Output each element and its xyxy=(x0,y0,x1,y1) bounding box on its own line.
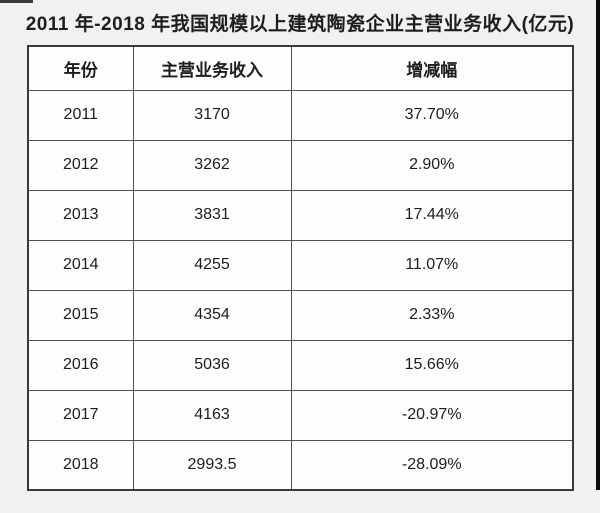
table-row: 2012 3262 2.90% xyxy=(27,139,574,191)
table-row: 2017 4163 -20.97% xyxy=(27,389,574,441)
header-year: 年份 xyxy=(27,45,134,91)
table-row: 2013 3831 17.44% xyxy=(27,189,574,241)
table-cell-year: 2012 xyxy=(27,139,134,191)
table-row: 2018 2993.5 -28.09% xyxy=(27,439,574,491)
table-cell-change: 11.07% xyxy=(290,239,574,291)
table-cell-revenue: 3831 xyxy=(132,189,292,241)
table-row: 2016 5036 15.66% xyxy=(27,339,574,391)
revenue-table: 年份 主营业务收入 增减幅 2011 3170 37.70% 2012 3262… xyxy=(27,45,574,491)
table-cell-year: 2018 xyxy=(27,439,134,491)
table-cell-revenue: 4354 xyxy=(132,289,292,341)
table-cell-revenue: 4163 xyxy=(132,389,292,441)
page-title: 2011 年-2018 年我国规模以上建筑陶瓷企业主营业务收入(亿元) xyxy=(25,14,575,35)
table-cell-year: 2015 xyxy=(27,289,134,341)
header-change: 增减幅 xyxy=(290,45,574,91)
table-cell-change: 15.66% xyxy=(290,339,574,391)
screenshot-artifact xyxy=(0,0,33,3)
table-cell-revenue: 4255 xyxy=(132,239,292,291)
table-cell-change: -28.09% xyxy=(290,439,574,491)
table-cell-year: 2017 xyxy=(27,389,134,441)
header-revenue: 主营业务收入 xyxy=(132,45,292,91)
table-cell-year: 2013 xyxy=(27,189,134,241)
table-header-row: 年份 主营业务收入 增减幅 xyxy=(27,45,574,91)
table-cell-year: 2011 xyxy=(27,89,134,141)
table-cell-revenue: 5036 xyxy=(132,339,292,391)
table-cell-revenue: 2993.5 xyxy=(132,439,292,491)
table-cell-change: -20.97% xyxy=(290,389,574,441)
page-edge-strip xyxy=(596,0,600,490)
table-cell-revenue: 3170 xyxy=(132,89,292,141)
table-cell-change: 17.44% xyxy=(290,189,574,241)
table-cell-year: 2014 xyxy=(27,239,134,291)
table-cell-change: 2.33% xyxy=(290,289,574,341)
table-cell-year: 2016 xyxy=(27,339,134,391)
table-cell-change: 37.70% xyxy=(290,89,574,141)
table-row: 2015 4354 2.33% xyxy=(27,289,574,341)
table-row: 2011 3170 37.70% xyxy=(27,89,574,141)
table-cell-revenue: 3262 xyxy=(132,139,292,191)
table-row: 2014 4255 11.07% xyxy=(27,239,574,291)
table-cell-change: 2.90% xyxy=(290,139,574,191)
